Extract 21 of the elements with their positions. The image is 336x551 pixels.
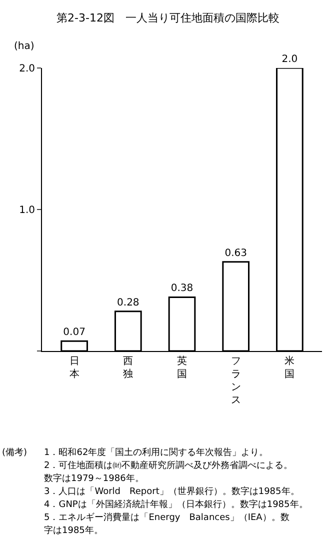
x-tick-label: 米国 xyxy=(284,355,295,380)
text: 字は1985年。 xyxy=(44,525,103,536)
data-label: 0.63 xyxy=(224,248,247,259)
x-tick-label: フランス xyxy=(230,356,241,406)
text: 数字は1979～1986年。 xyxy=(44,473,144,484)
y-tick-label: 1.0 xyxy=(19,205,35,216)
x-tick-label: 英国 xyxy=(177,355,187,380)
text: 3．人口は「World Report」（世界銀行）。数字は1985年。 xyxy=(44,486,300,497)
chart-title: 第2-3-12図 一人当り可住地面積の国際比較 xyxy=(56,11,280,24)
data-label: 0.07 xyxy=(63,327,86,338)
text: 2．可住地面積は㈶不動産研究所調べ及び外務省調べによる。 xyxy=(44,460,293,471)
x-tick-label: 日本 xyxy=(69,356,80,380)
x-tick-label: 西独 xyxy=(123,356,134,380)
data-label: 2.0 xyxy=(282,54,298,65)
text: 5．エネルギー消費量は「Energy Balances」（IEA）。数 xyxy=(44,512,290,523)
text: 4．GNPは「外国経済統計年報」（日本銀行）。数字は1985年。 xyxy=(44,499,308,510)
text: (備考) xyxy=(2,447,28,458)
text: 1．昭和62年度「国土の利用に関する年次報告」より。 xyxy=(44,447,268,458)
y-axis-title: (ha) xyxy=(14,41,34,52)
data-label: 0.38 xyxy=(170,283,194,294)
data-label: 0.28 xyxy=(117,297,140,308)
